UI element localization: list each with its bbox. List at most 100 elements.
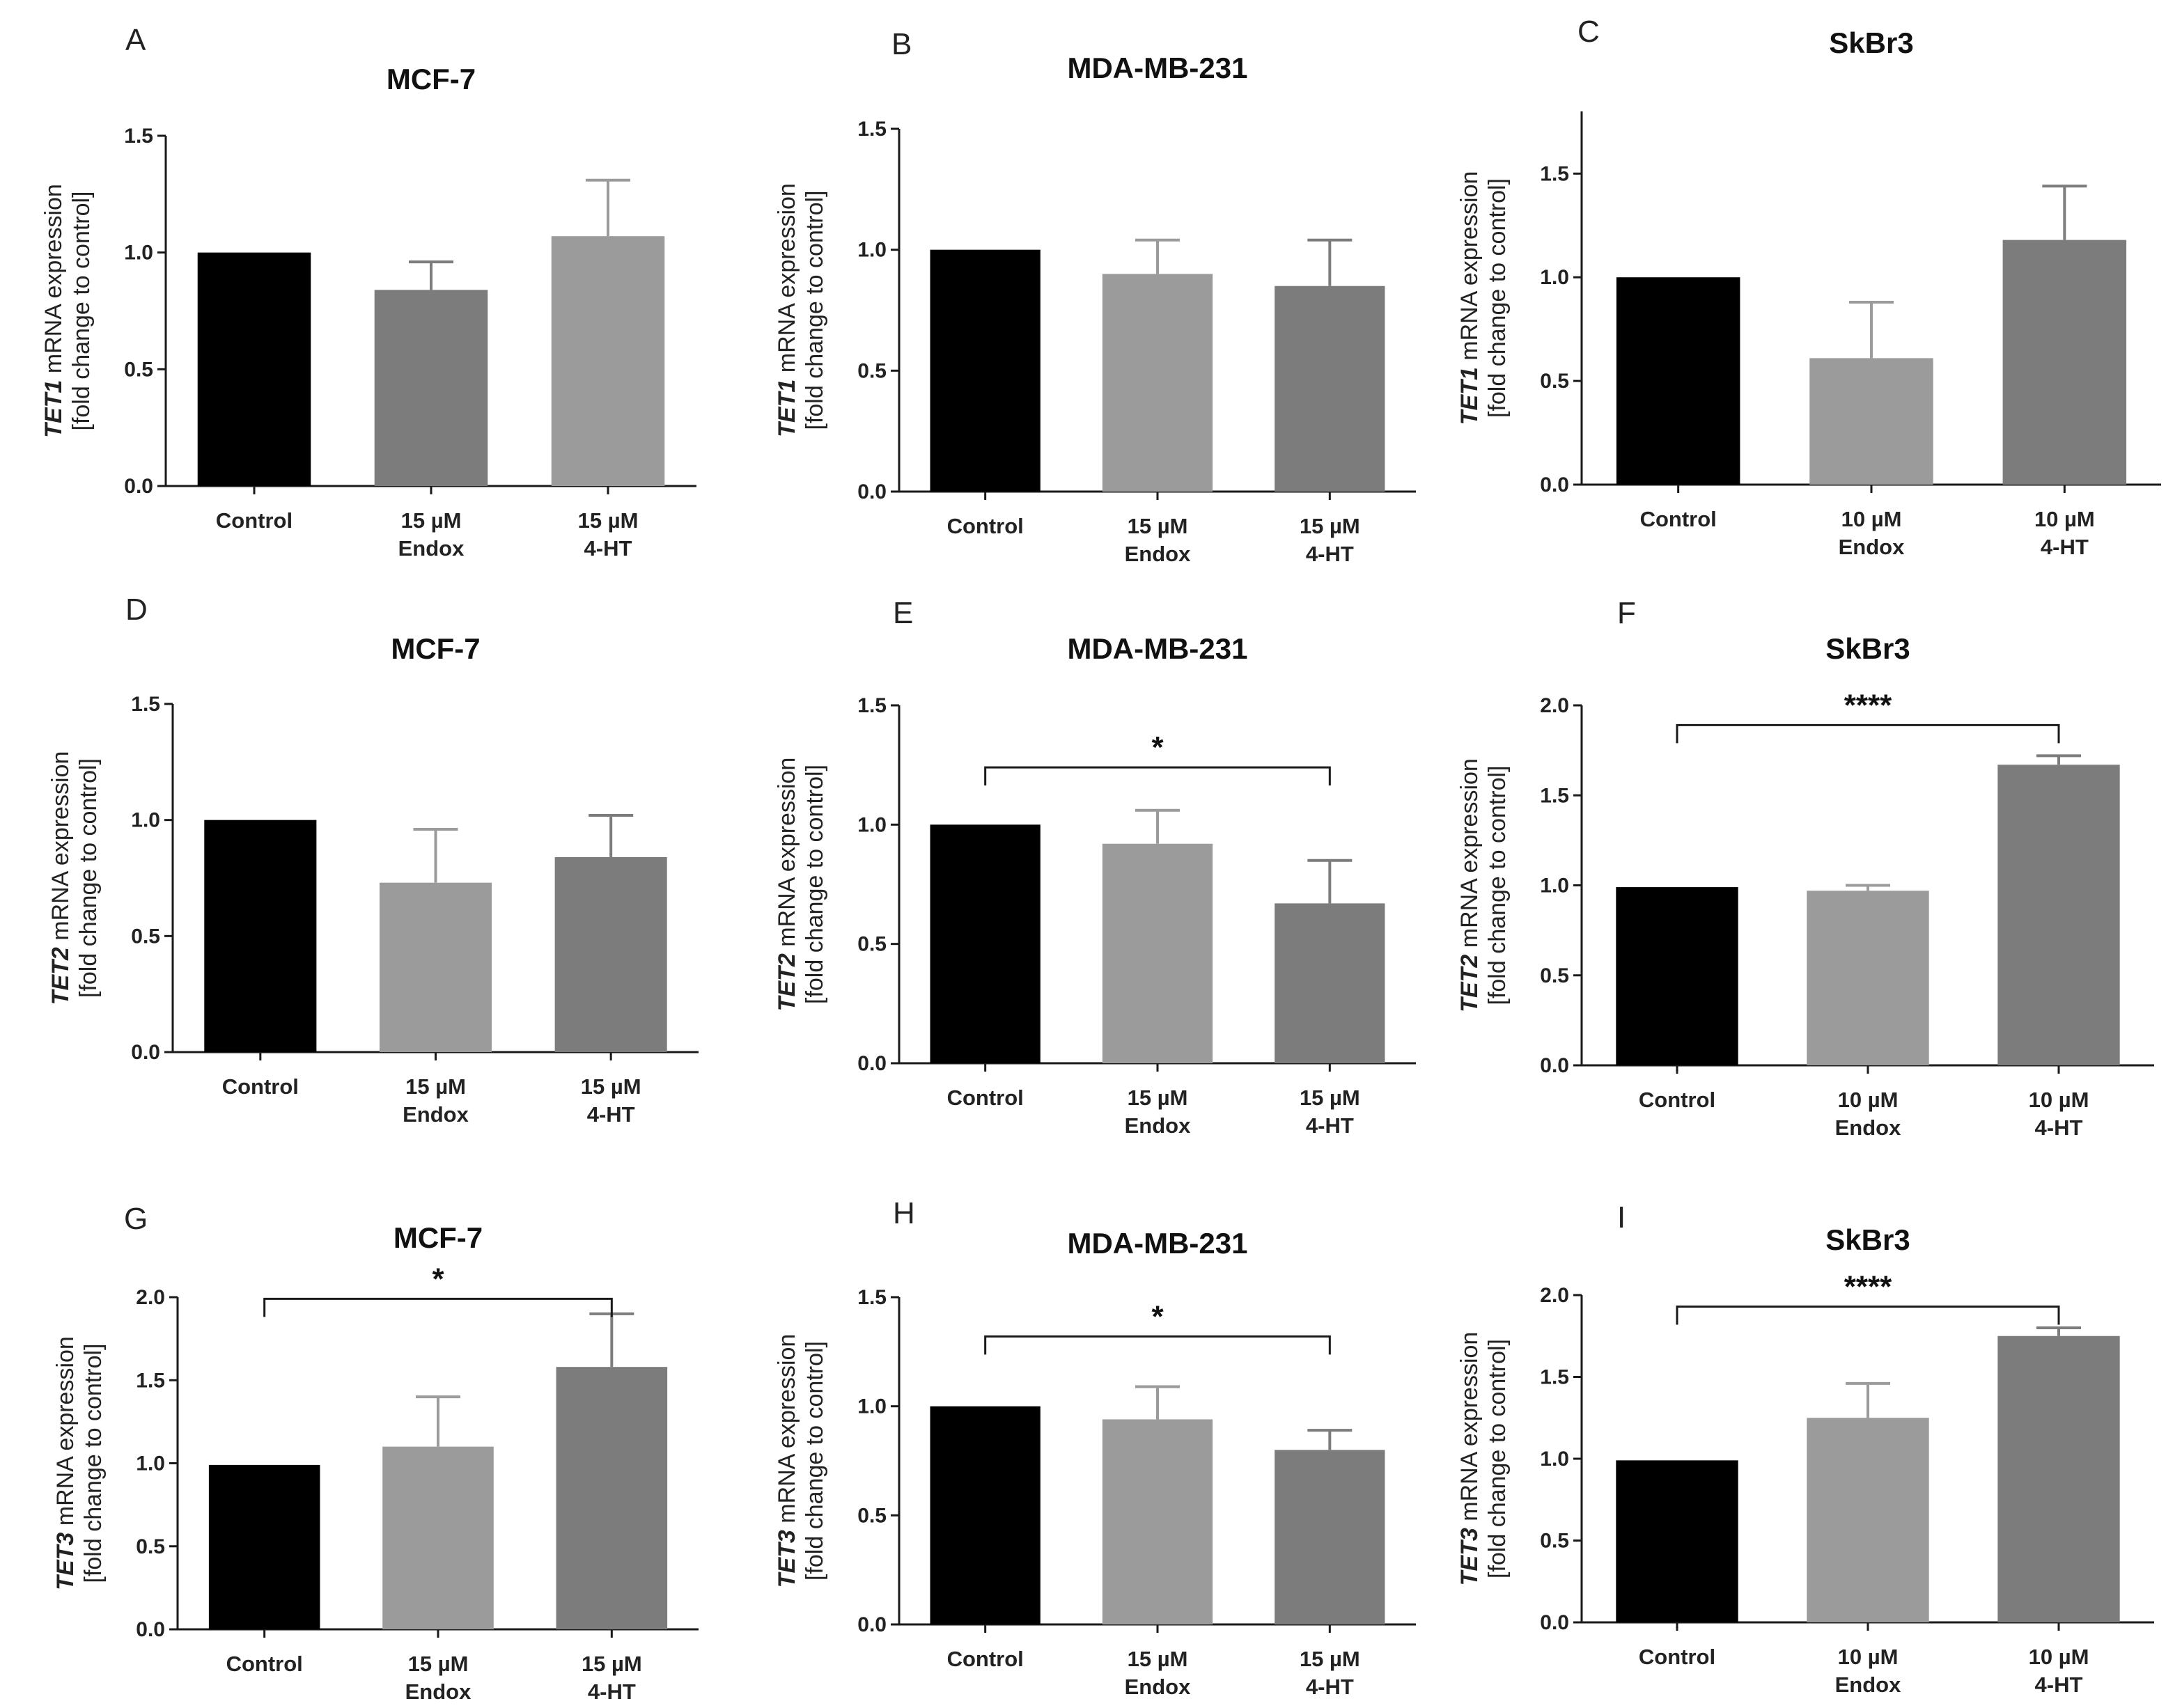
significance-label: * [432, 1262, 444, 1296]
x-category-label: Control [947, 1647, 1024, 1671]
y-tick-label: 0.0 [136, 1618, 165, 1641]
x-category-label: 15 µM [1300, 1647, 1360, 1671]
bar-1 [1102, 1419, 1213, 1624]
chart-panel-e: E MDA-MB-231 0.0 0.5 1.0 1.5 TET2 mRNA express… [774, 596, 1416, 1138]
y-tick-label: 0.0 [857, 1613, 887, 1636]
chart-panel-i: I SkBr3 0.0 0.5 1.0 1.5 2.0 TET3 mRNA expressio… [1456, 1200, 2154, 1697]
y-axis-label: TET3 mRNA expression [52, 1336, 79, 1590]
y-tick-label: 0.0 [124, 475, 153, 498]
y-axis-label: TET1 mRNA expression [1456, 171, 1483, 425]
bar-2 [2002, 240, 2127, 485]
panel-letter: I [1617, 1200, 1626, 1235]
panel-letter: F [1617, 596, 1636, 630]
x-category-label: 15 µM [1128, 514, 1188, 538]
bar-1 [1102, 843, 1213, 1063]
bar-2 [1997, 1335, 2120, 1622]
bar-2 [556, 1367, 668, 1629]
bar-1 [1807, 1418, 1929, 1622]
chart-panel-a: A MCF-7 0.0 0.5 1.0 1.5 TET1 mRNA expression [f… [40, 23, 696, 561]
bar-0 [1616, 1460, 1738, 1622]
x-category-label: 4-HT [587, 1102, 635, 1127]
bar-0 [930, 249, 1041, 492]
chart-panel-d: D MCF-7 0.0 0.5 1.0 1.5 TET2 mRNA expression [f… [47, 593, 699, 1127]
y-axis-label-text: mRNA expression [1456, 171, 1483, 368]
x-category-label: 4-HT [1306, 1113, 1354, 1138]
bar-1 [374, 290, 488, 486]
y-axis-label-gene: TET2 [1456, 955, 1483, 1012]
y-axis-label-gene: TET1 [774, 379, 800, 437]
x-category-label: 10 µM [1838, 1645, 1899, 1669]
y-tick-label: 0.0 [1540, 1611, 1569, 1634]
y-tick-label: 0.0 [1540, 473, 1569, 496]
significance-label: **** [1844, 688, 1892, 722]
y-tick-label: 0.5 [857, 359, 887, 382]
chart-title: MCF-7 [391, 632, 480, 665]
y-tick-label: 0.5 [1540, 964, 1569, 987]
x-category-label: 10 µM [2034, 507, 2095, 531]
chart-panel-f: F SkBr3 0.0 0.5 1.0 1.5 2.0 TET2 mRNA expressio… [1456, 596, 2154, 1140]
chart-title: SkBr3 [1825, 1223, 1910, 1256]
y-tick-label: 1.0 [857, 813, 887, 836]
y-axis-label-line2: [fold change to control] [1484, 765, 1511, 1005]
x-category-label: Control [947, 1086, 1024, 1110]
y-axis-label-text: mRNA expression [1456, 1332, 1483, 1528]
y-tick-label: 1.5 [131, 693, 160, 716]
x-category-label: 15 µM [405, 1074, 466, 1099]
bar-0 [204, 820, 317, 1052]
significance-label: * [1151, 1299, 1164, 1333]
y-tick-label: 0.5 [857, 933, 887, 956]
chart-title: MDA-MB-231 [1067, 1227, 1247, 1260]
y-axis-label-text: mRNA expression [40, 184, 67, 380]
bar-2 [1275, 1450, 1385, 1624]
x-category-label: Endox [405, 1679, 472, 1704]
panel-letter: B [891, 27, 912, 61]
x-category-label: Endox [1125, 1675, 1191, 1699]
y-tick-label: 1.0 [124, 242, 153, 265]
bar-0 [1616, 887, 1738, 1065]
x-category-label: Endox [1839, 535, 1905, 559]
chart-title: SkBr3 [1829, 26, 1913, 59]
panel-letter: C [1577, 15, 1600, 49]
chart-title: MDA-MB-231 [1067, 52, 1247, 84]
bar-0 [930, 824, 1041, 1063]
panel-letter: D [125, 593, 148, 627]
x-category-label: 4-HT [1306, 542, 1354, 566]
x-category-label: 15 µM [1128, 1086, 1188, 1110]
y-tick-label: 0.0 [857, 480, 887, 503]
y-tick-label: 1.5 [1540, 1366, 1569, 1389]
y-tick-label: 1.0 [857, 1395, 887, 1418]
y-tick-label: 1.0 [1540, 875, 1569, 898]
y-axis-label: TET2 mRNA expression [774, 758, 800, 1012]
x-category-label: 4-HT [588, 1679, 636, 1704]
bar-0 [930, 1406, 1041, 1624]
y-tick-label: 1.0 [131, 809, 160, 832]
y-tick-label: 1.0 [136, 1452, 165, 1475]
y-axis-label-line2: [fold change to control] [802, 1341, 828, 1581]
y-axis-label-line2: [fold change to control] [802, 765, 828, 1004]
x-category-label: 15 µM [401, 508, 462, 533]
x-category-label: Control [222, 1074, 299, 1099]
significance-label: **** [1844, 1269, 1892, 1303]
y-tick-label: 1.5 [124, 125, 153, 148]
x-category-label: 10 µM [1838, 1088, 1899, 1112]
x-category-label: 4-HT [584, 536, 632, 561]
y-tick-label: 2.0 [136, 1286, 165, 1309]
y-tick-label: 1.5 [857, 694, 887, 717]
bar-1 [382, 1446, 494, 1629]
x-category-label: 15 µM [1128, 1647, 1188, 1671]
chart-panel-c: C SkBr3 0.0 0.5 1.0 1.5 TET1 mRNA expression [f… [1456, 15, 2161, 559]
y-axis-label-gene: TET1 [40, 380, 67, 438]
x-category-label: 4-HT [2035, 1672, 2083, 1697]
y-tick-label: 1.5 [136, 1369, 165, 1392]
y-axis-label-gene: TET1 [1456, 367, 1483, 425]
y-axis-label: TET3 mRNA expression [774, 1334, 800, 1588]
bar-0 [197, 252, 311, 486]
y-tick-label: 0.5 [1540, 1530, 1569, 1553]
x-category-label: 15 µM [1300, 1086, 1360, 1110]
x-category-label: Endox [398, 536, 465, 561]
x-category-label: 15 µM [582, 1652, 642, 1676]
x-category-label: Endox [1125, 1113, 1191, 1138]
panel-letter: H [893, 1196, 915, 1230]
panel-letter: E [893, 596, 913, 630]
significance-bracket [984, 766, 1331, 786]
